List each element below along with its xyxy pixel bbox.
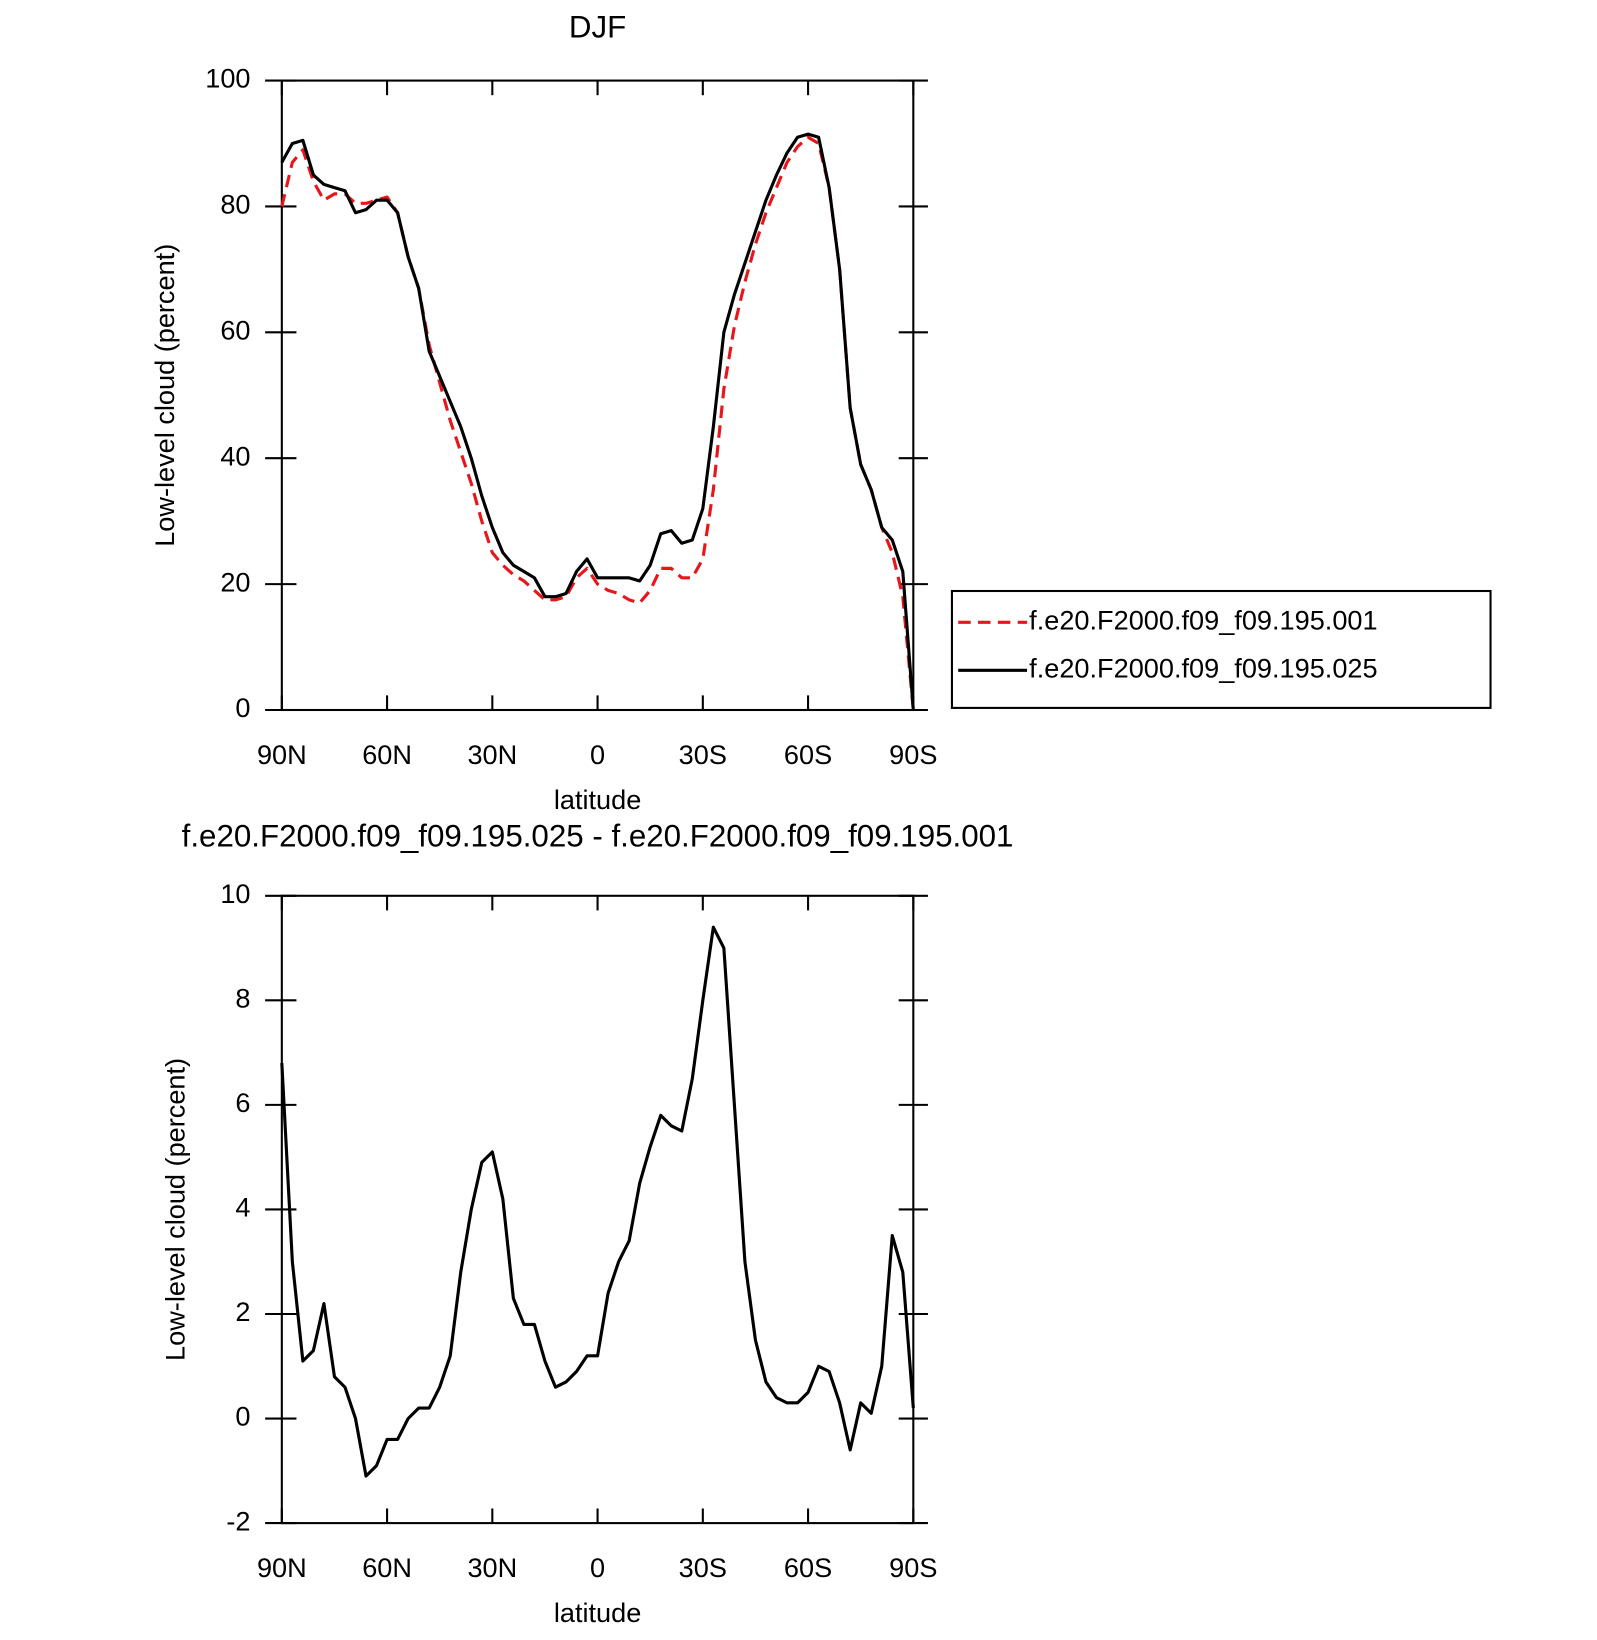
y-tick-label: 8: [235, 983, 250, 1014]
x-tick-label: 90S: [889, 1552, 937, 1583]
legend-label: f.e20.F2000.f09_f09.195.025: [1029, 652, 1377, 683]
x-tick-label: 30S: [679, 739, 727, 770]
data-line: [280, 135, 915, 711]
x-tick-label: 90S: [889, 739, 937, 770]
x-axis-label: latitude: [554, 1597, 641, 1628]
x-tick-label: 30N: [467, 739, 517, 770]
data-line: [280, 925, 915, 1478]
x-tick-label: 0: [590, 739, 605, 770]
plot-frame: [280, 894, 915, 1525]
x-tick-label: 60N: [362, 1552, 412, 1583]
y-tick-label: 100: [205, 63, 250, 94]
y-tick-label: 0: [235, 1401, 250, 1432]
y-tick-label: 6: [235, 1087, 250, 1118]
y-tick-label: 4: [235, 1192, 250, 1223]
y-tick-label: 0: [235, 692, 250, 723]
x-tick-label: 60S: [784, 1552, 832, 1583]
x-tick-label: 60N: [362, 739, 412, 770]
legend-box: [950, 589, 1492, 709]
legend-label: f.e20.F2000.f09_f09.195.001: [1029, 604, 1377, 635]
y-tick-label: 10: [220, 878, 250, 909]
y-axis-label: Low-level cloud (percent): [160, 1058, 191, 1361]
y-tick-label: 40: [220, 440, 250, 471]
y-tick-label: -2: [226, 1505, 250, 1536]
chart-title: DJF: [569, 10, 626, 45]
y-axis-label: Low-level cloud (percent): [149, 244, 180, 547]
x-tick-label: 30S: [679, 1552, 727, 1583]
y-tick-label: 60: [220, 315, 250, 346]
x-tick-label: 60S: [784, 739, 832, 770]
x-tick-label: 90N: [257, 739, 307, 770]
y-tick-label: 80: [220, 189, 250, 220]
y-tick-label: 2: [235, 1296, 250, 1327]
x-tick-label: 90N: [257, 1552, 307, 1583]
x-axis-label: latitude: [554, 784, 641, 815]
data-line: [280, 132, 915, 711]
x-tick-label: 30N: [467, 1552, 517, 1583]
chart-title: f.e20.F2000.f09_f09.195.025 - f.e20.F200…: [182, 819, 1014, 854]
x-tick-label: 0: [590, 1552, 605, 1583]
plot-frame: [280, 79, 915, 712]
y-tick-label: 20: [220, 566, 250, 597]
